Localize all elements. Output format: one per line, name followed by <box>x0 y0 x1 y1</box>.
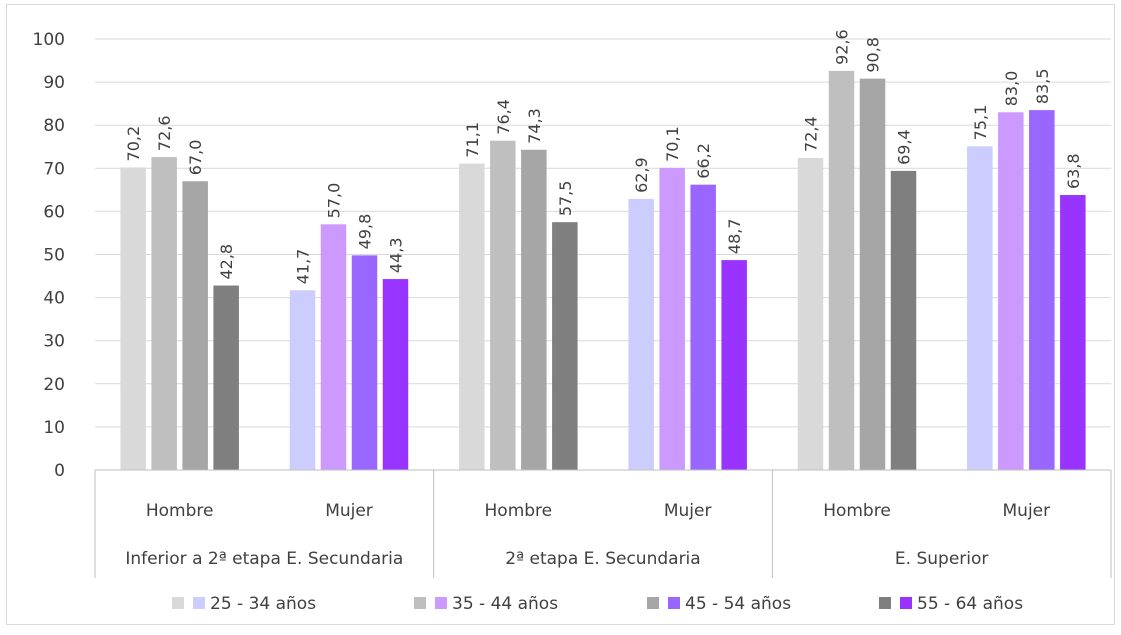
bar <box>659 167 685 470</box>
bar-value-label: 62,9 <box>632 157 651 193</box>
bar-value-label: 83,0 <box>1002 71 1021 107</box>
bar-value-label: 70,1 <box>663 126 682 162</box>
bar <box>967 146 993 470</box>
y-tick-label: 20 <box>43 375 65 395</box>
bar-value-label: 48,7 <box>725 218 744 254</box>
bars <box>120 70 1086 471</box>
data-labels: 70,2 72,6 67,0 42,8 41,7 57,0 49,8 44,3 71,1 76,4… <box>124 29 1083 284</box>
bar-value-label: 49,8 <box>356 214 375 250</box>
bar <box>351 255 378 470</box>
category-label: Hombre <box>485 501 553 521</box>
bar <box>382 279 409 470</box>
y-tick-label: 100 <box>33 30 65 50</box>
y-tick-label: 10 <box>43 418 65 438</box>
bar <box>890 170 917 471</box>
bar-value-label: 63,8 <box>1064 153 1083 189</box>
group-label: E. Superior <box>895 549 988 569</box>
bar-value-label: 70,2 <box>124 126 143 162</box>
bar-value-label: 44,3 <box>387 237 406 273</box>
y-tick-label: 50 <box>43 246 65 266</box>
y-tick-label: 90 <box>43 73 65 93</box>
bar-value-label: 76,4 <box>494 99 513 135</box>
legend-label: 55 - 64 años <box>917 594 1023 614</box>
group-label: 2ª etapa E. Secundaria <box>505 549 700 569</box>
bar-value-label: 72,4 <box>802 116 821 152</box>
y-tick-label: 40 <box>43 289 65 309</box>
bar <box>459 163 485 470</box>
bar <box>552 222 578 470</box>
y-tick-label: 70 <box>43 159 65 179</box>
bar <box>628 198 654 470</box>
bar <box>828 70 855 471</box>
bar <box>859 78 886 470</box>
bar <box>690 184 716 471</box>
bar <box>998 112 1024 471</box>
legend-swatch-gray <box>172 597 184 609</box>
y-axis-ticks: 0 10 20 30 40 50 60 70 80 90 100 <box>33 30 65 481</box>
bar <box>1029 110 1055 471</box>
legend-swatch-gray <box>647 597 659 609</box>
group-label: Inferior a 2ª etapa E. Secundaria <box>125 549 403 569</box>
legend-label: 35 - 44 años <box>452 594 558 614</box>
bar <box>182 181 208 471</box>
category-label: Mujer <box>1003 501 1051 521</box>
bar <box>490 140 516 470</box>
legend-label: 45 - 54 años <box>685 594 791 614</box>
bar-value-label: 92,6 <box>833 29 852 65</box>
bar-value-label: 42,8 <box>217 244 236 280</box>
x-axis: Hombre Mujer Inferior a 2ª etapa E. Secund… <box>94 469 1112 578</box>
y-tick-label: 0 <box>54 461 65 481</box>
bar <box>289 290 316 470</box>
bar <box>797 157 824 470</box>
bar <box>213 285 239 470</box>
legend-label: 25 - 34 años <box>210 594 316 614</box>
bar-value-label: 41,7 <box>294 249 313 285</box>
legend-swatch-purple <box>900 597 912 609</box>
bar-value-label: 90,8 <box>864 37 883 73</box>
y-tick-label: 60 <box>43 202 65 222</box>
legend-swatch-purple <box>435 597 447 609</box>
bar <box>151 157 177 470</box>
bar-value-label: 69,4 <box>895 129 914 165</box>
legend: 25 - 34 años 35 - 44 años 45 - 54 años 55 -… <box>172 594 1023 614</box>
legend-swatch-purple <box>193 597 205 609</box>
legend-swatch-gray <box>414 597 426 609</box>
bar-value-label: 71,1 <box>463 122 482 158</box>
bar-value-label: 83,5 <box>1033 68 1052 104</box>
bar <box>120 167 146 471</box>
category-label: Mujer <box>664 501 712 521</box>
bar-value-label: 66,2 <box>694 143 713 179</box>
bar-value-label: 75,1 <box>971 105 990 141</box>
bar-value-label: 74,3 <box>525 108 544 144</box>
category-label: Hombre <box>823 501 891 521</box>
bar <box>721 260 747 470</box>
category-label: Mujer <box>325 501 373 521</box>
bar <box>320 224 347 470</box>
legend-swatch-purple <box>668 597 680 609</box>
bar-value-label: 67,0 <box>186 140 205 176</box>
bar <box>1060 195 1086 470</box>
legend-swatch-gray <box>879 597 891 609</box>
category-label: Hombre <box>146 501 214 521</box>
bar <box>521 149 547 470</box>
y-tick-label: 80 <box>43 116 65 136</box>
bar-value-label: 72,6 <box>155 115 174 151</box>
y-tick-label: 30 <box>43 332 65 352</box>
grouped-bar-chart: 0 10 20 30 40 50 60 70 80 90 100 70,2 72,6 67,0 42,8 4… <box>33 29 1112 614</box>
bar-value-label: 57,5 <box>556 181 575 217</box>
chart-container: 0 10 20 30 40 50 60 70 80 90 100 70,2 72,6 67,0 42,8 4… <box>6 4 1115 625</box>
bar-value-label: 57,0 <box>325 183 344 219</box>
gridlines <box>95 38 1111 428</box>
